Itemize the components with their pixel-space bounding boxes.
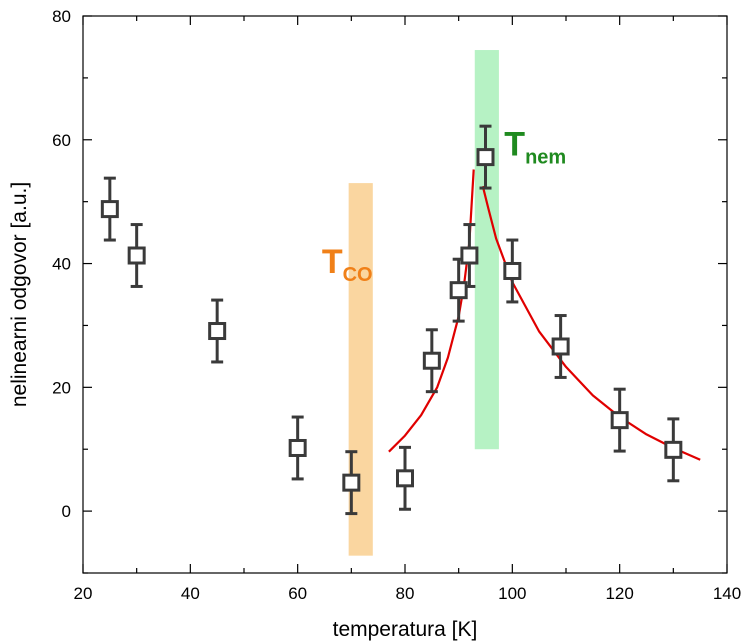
y-axis-label: nelinearni odgovor [a.u.] <box>8 182 31 407</box>
y-tick-label: 20 <box>52 378 71 397</box>
annotation-symbol: T <box>504 125 525 163</box>
annotation-t-co: TCO <box>322 243 373 286</box>
data-point <box>288 438 307 457</box>
annotation-subscript: CO <box>343 264 373 286</box>
tick-labels: 20 40 60 80 100 120 140 0 20 40 60 80 <box>52 7 741 603</box>
fit-curves <box>388 169 701 461</box>
x-tick-label: 100 <box>498 584 526 603</box>
fit-curve-left <box>388 169 475 453</box>
data-point <box>342 473 361 492</box>
x-tick-label: 120 <box>605 584 633 603</box>
error-bars <box>103 124 680 516</box>
data-point <box>460 246 479 265</box>
data-point <box>610 411 629 430</box>
annotation-symbol: T <box>322 243 343 281</box>
data-point <box>476 148 495 167</box>
fit-curve-right <box>481 185 701 461</box>
data-point <box>396 469 414 488</box>
x-tick-label: 20 <box>74 584 93 603</box>
y-tick-label: 60 <box>52 131 71 150</box>
data-point <box>127 246 146 265</box>
highlight-bands <box>348 50 499 556</box>
x-tick-label: 40 <box>181 584 200 603</box>
x-tick-label: 80 <box>396 584 415 603</box>
x-tick-label: 140 <box>713 584 741 603</box>
data-point <box>664 440 683 459</box>
x-axis-label: temperatura [K] <box>333 618 478 641</box>
x-tick-label: 60 <box>288 584 307 603</box>
y-tick-label: 40 <box>52 255 71 274</box>
axis-ticks <box>82 15 728 574</box>
data-point <box>449 281 468 300</box>
annotation-t-nem: Tnem <box>504 125 566 168</box>
data-point <box>422 351 441 370</box>
data-markers <box>100 148 683 492</box>
data-point <box>100 200 119 219</box>
data-point <box>503 261 522 280</box>
y-tick-label: 0 <box>62 502 71 521</box>
y-tick-label: 80 <box>52 7 71 26</box>
annotation-subscript: nem <box>525 146 566 168</box>
highlight-band-nem <box>474 50 499 450</box>
data-point <box>208 322 227 341</box>
data-point <box>551 337 570 356</box>
